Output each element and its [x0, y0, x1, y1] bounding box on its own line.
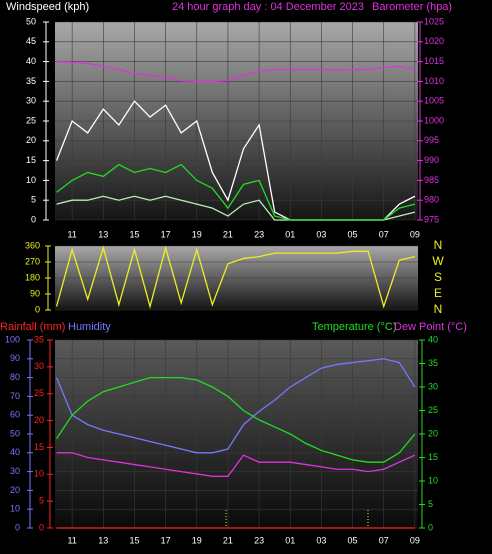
y3-tick-label: 15 — [428, 452, 438, 462]
y2-tick-label: 5 — [39, 496, 44, 506]
series-line — [56, 452, 416, 477]
y2-tick-label: N — [434, 302, 443, 316]
y2-tick-label: 20 — [34, 415, 44, 425]
y-tick-label: 360 — [25, 240, 40, 250]
x-tick-label: 11 — [67, 229, 76, 239]
y3-tick-label: 0 — [428, 522, 433, 532]
y2-tick-label: 1005 — [424, 96, 444, 106]
y2-tick-label: E — [434, 286, 442, 300]
legend-label: Dew Point (°C) — [394, 321, 467, 333]
y2-tick-label: 990 — [424, 155, 439, 165]
series-line — [56, 163, 416, 221]
y2-tick-label: 10 — [34, 469, 44, 479]
y2-tick-label: 975 — [424, 214, 439, 224]
x-tick-label: 13 — [98, 535, 108, 545]
x-tick-label: 11 — [67, 535, 76, 545]
y2-tick-label: 1000 — [424, 115, 444, 125]
y2-tick-label: 985 — [424, 175, 439, 185]
y2-tick-label: 35 — [34, 334, 44, 344]
chart-title: 24 hour graph day : 04 December 2023 — [172, 1, 364, 13]
x-tick-label: 05 — [348, 229, 358, 239]
series-line — [55, 245, 416, 309]
y-tick-label: 40 — [26, 56, 36, 66]
x-tick-label: 09 — [410, 535, 420, 545]
y2-tick-label: 1025 — [424, 16, 444, 26]
y2-tick-label: W — [432, 254, 444, 268]
y-tick-label: 5 — [31, 195, 36, 205]
y3-tick-label: 25 — [428, 405, 438, 415]
y2-tick-label: 15 — [34, 442, 44, 452]
y-tick-label: 10 — [26, 175, 36, 185]
y-tick-label: 35 — [26, 76, 36, 86]
x-tick-label: 19 — [192, 535, 202, 545]
y-tick-label: 80 — [10, 372, 20, 382]
y-tick-label: 10 — [10, 504, 20, 514]
y3-tick-label: 10 — [428, 475, 438, 485]
y2-tick-label: N — [434, 238, 443, 252]
y-tick-label: 30 — [10, 466, 20, 476]
y2-tick-label: 0 — [39, 522, 44, 532]
y-tick-label: 50 — [26, 16, 36, 26]
y-tick-label: 60 — [10, 410, 20, 420]
y2-tick-label: 1015 — [424, 56, 444, 66]
y3-tick-label: 40 — [428, 334, 438, 344]
y2-tick-label: 30 — [34, 361, 44, 371]
y-tick-label: 30 — [26, 96, 36, 106]
y2-tick-label: 25 — [34, 388, 44, 398]
y2-tick-label: S — [434, 270, 442, 284]
y-tick-label: 90 — [30, 288, 40, 298]
x-tick-label: 21 — [223, 535, 233, 545]
x-tick-label: 13 — [98, 229, 108, 239]
x-tick-label: 09 — [410, 229, 420, 239]
y-axis-label: Windspeed (kph) — [6, 1, 89, 13]
y2-axis-label: Barometer (hpa) — [372, 1, 452, 13]
y-tick-label: 0 — [15, 522, 20, 532]
y-tick-label: 270 — [25, 256, 40, 266]
y3-tick-label: 5 — [428, 499, 433, 509]
x-tick-label: 03 — [316, 535, 326, 545]
series-line — [56, 60, 416, 83]
y-tick-label: 70 — [10, 391, 20, 401]
y-tick-label: 20 — [26, 135, 36, 145]
y3-tick-label: 35 — [428, 358, 438, 368]
legend-label: Humidity — [68, 321, 111, 333]
x-tick-label: 15 — [129, 535, 139, 545]
x-tick-label: 03 — [316, 229, 326, 239]
x-tick-label: 19 — [192, 229, 202, 239]
x-tick-label: 01 — [285, 229, 295, 239]
series-line — [56, 376, 416, 463]
y2-tick-label: 1010 — [424, 76, 444, 86]
y-tick-label: 100 — [5, 334, 20, 344]
x-tick-label: 15 — [129, 229, 139, 239]
y2-tick-label: 1020 — [424, 36, 444, 46]
x-tick-label: 17 — [161, 535, 171, 545]
y-tick-label: 50 — [10, 428, 20, 438]
y-tick-label: 180 — [25, 272, 40, 282]
x-tick-label: 23 — [254, 229, 264, 239]
y-tick-label: 40 — [10, 447, 20, 457]
x-tick-label: 07 — [379, 229, 389, 239]
legend-label: Rainfall (mm) — [0, 321, 65, 333]
y3-tick-label: 30 — [428, 381, 438, 391]
legend-label: Temperature (°C) — [312, 321, 396, 333]
x-tick-label: 07 — [379, 535, 389, 545]
y-tick-label: 15 — [26, 155, 36, 165]
y-tick-label: 25 — [26, 115, 36, 125]
y2-tick-label: 980 — [424, 195, 439, 205]
series-line — [55, 358, 416, 454]
y-tick-label: 90 — [10, 353, 20, 363]
x-tick-label: 05 — [348, 535, 358, 545]
y-tick-label: 0 — [31, 214, 36, 224]
x-tick-label: 21 — [223, 229, 233, 239]
x-tick-label: 01 — [285, 535, 295, 545]
y-tick-label: 45 — [26, 36, 36, 46]
y-tick-label: 0 — [35, 304, 40, 314]
y-tick-label: 20 — [10, 485, 20, 495]
y3-tick-label: 20 — [428, 428, 438, 438]
y2-tick-label: 995 — [424, 135, 439, 145]
x-tick-label: 23 — [254, 535, 264, 545]
x-tick-label: 17 — [161, 229, 171, 239]
